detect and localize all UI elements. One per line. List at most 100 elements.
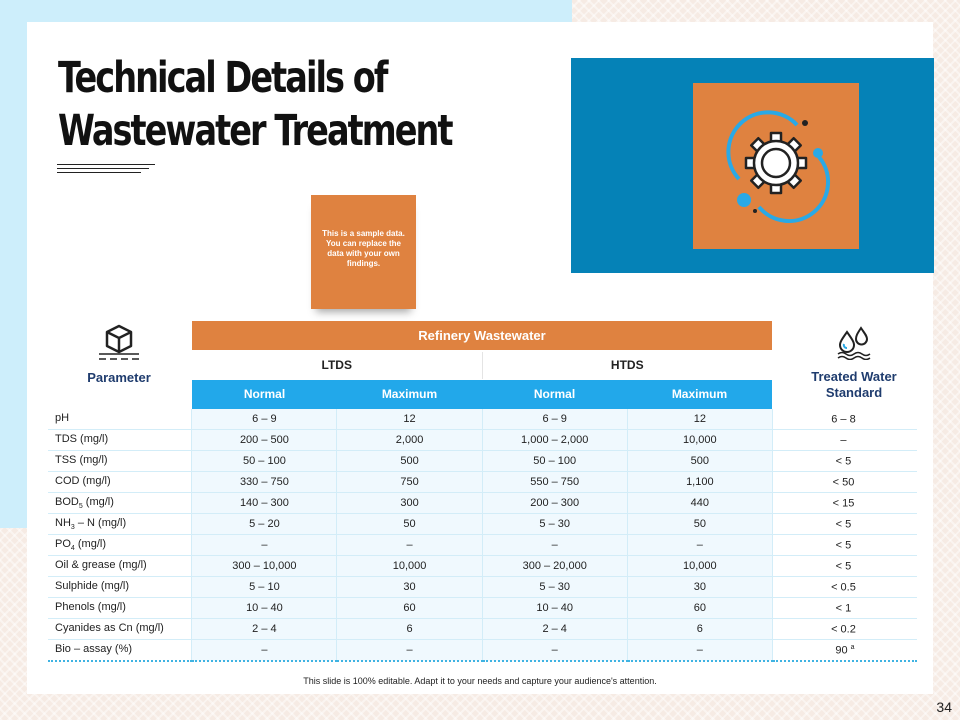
value-cell: 300 <box>336 492 483 514</box>
standard-cell: < 15 <box>771 492 917 514</box>
value-cell: 2,000 <box>336 429 483 451</box>
parameter-name: NH <box>55 516 71 529</box>
table-row: pH 6 – 9 12 6 – 9 12 6 – 8 <box>48 409 917 430</box>
table-row: Oil & grease (mg/l) 300 – 10,000 10,000 300… <box>48 555 917 577</box>
value-cell: – <box>336 639 483 662</box>
parameter-subscript: 4 <box>70 545 75 553</box>
value-cell: 10 – 40 <box>481 597 628 619</box>
parameter-cell: BOD5 (mg/l) <box>48 492 192 514</box>
parameter-cell: TDS (mg/l) <box>48 429 192 451</box>
value-cell: 550 – 750 <box>481 471 628 493</box>
standard-cell: < 5 <box>771 555 917 577</box>
parameter-label: Parameter <box>87 370 151 385</box>
value-cell: 440 <box>626 492 773 514</box>
parameter-cell: PO4 (mg/l) <box>48 534 192 556</box>
standard-label-line-2: Standard <box>825 385 883 400</box>
value-cell: 750 <box>336 471 483 493</box>
value-cell: 5 – 30 <box>481 513 628 535</box>
value-cell: 6 – 9 <box>191 409 337 430</box>
standard-cell: – <box>771 429 917 451</box>
sample-data-note: This is a sample data. You can replace t… <box>311 195 416 309</box>
value-cell: – <box>626 534 773 556</box>
value-cell: 300 – 20,000 <box>481 555 628 577</box>
parameter-cell: COD (mg/l) <box>48 471 192 493</box>
standard-value: < 5 <box>835 560 852 573</box>
table-row: NH3 – N (mg/l) 5 – 20 50 5 – 30 50 < 5 <box>48 513 917 535</box>
table-row: Sulphide (mg/l) 5 – 10 30 5 – 30 30 < 0.5 <box>48 576 917 598</box>
standard-value: – <box>840 434 847 447</box>
column-header: Normal <box>533 387 576 401</box>
standard-header: Treated Water Standard <box>784 326 924 401</box>
parameter-cell: NH3 – N (mg/l) <box>48 513 192 535</box>
value-cell: 10 – 40 <box>191 597 337 619</box>
value-cell: 1,000 – 2,000 <box>481 429 628 451</box>
table-row: BOD5 (mg/l) 140 – 300 300 200 – 300 440 < 15 <box>48 492 917 514</box>
value-cell: – <box>481 534 628 556</box>
value-cell: 5 – 30 <box>481 576 628 598</box>
value-cell: – <box>626 639 773 662</box>
value-cell: 6 – 9 <box>481 409 628 430</box>
parameter-name: TSS (mg/l) <box>55 453 108 466</box>
slide-title: Technical Details of Wastewater Treatmen… <box>58 52 454 158</box>
value-cell: 6 <box>336 618 483 640</box>
table-row: TSS (mg/l) 50 – 100 500 50 – 100 500 < 5 <box>48 450 917 472</box>
page-number: 34 <box>936 699 952 715</box>
value-cell: 12 <box>626 409 773 430</box>
value-cell: 140 – 300 <box>191 492 337 514</box>
value-cell: 60 <box>336 597 483 619</box>
value-cell: 300 – 10,000 <box>191 555 337 577</box>
value-cell: 10,000 <box>626 555 773 577</box>
standard-value: < 0.2 <box>831 623 856 636</box>
refinery-wastewater-header: Refinery Wastewater <box>192 321 772 350</box>
parameter-unit: (mg/l) <box>82 495 114 508</box>
value-cell: 1,100 <box>626 471 773 493</box>
value-cell: 50 <box>626 513 773 535</box>
footer-note: This slide is 100% editable. Adapt it to… <box>303 676 657 686</box>
table-row: PO4 (mg/l) – – – – < 5 <box>48 534 917 556</box>
title-line-1: Technical Details of <box>58 53 388 103</box>
value-cell: 500 <box>626 450 773 472</box>
value-cell: – <box>191 534 337 556</box>
ltds-header: LTDS <box>321 358 352 372</box>
value-cell: 30 <box>336 576 483 598</box>
parameter-name: Bio – assay (%) <box>55 642 133 655</box>
standard-value: < 5 <box>835 455 852 468</box>
standard-cell: < 0.5 <box>771 576 917 598</box>
parameter-name: Sulphide (mg/l) <box>55 579 129 592</box>
column-header-row: Normal Maximum Normal Maximum <box>192 380 772 409</box>
parameter-cell: Cyanides as Cn (mg/l) <box>48 618 192 640</box>
parameter-name: BOD <box>55 495 79 508</box>
value-cell: 50 <box>336 513 483 535</box>
value-cell: – <box>336 534 483 556</box>
table-row: Bio – assay (%) – – – –90 a <box>48 639 917 662</box>
standard-footnote-mark: a <box>850 643 855 651</box>
standard-label-line-1: Treated Water <box>811 369 897 384</box>
hero-tile <box>693 83 859 249</box>
value-cell: 200 – 500 <box>191 429 337 451</box>
value-cell: 50 – 100 <box>191 450 337 472</box>
htds-header: HTDS <box>481 352 773 379</box>
value-cell: – <box>481 639 628 662</box>
standard-value: < 50 <box>832 476 855 489</box>
standard-cell: < 5 <box>771 450 917 472</box>
table-row: COD (mg/l) 330 – 750 750 550 – 750 1,100 < 50 <box>48 471 917 493</box>
parameter-name: COD (mg/l) <box>55 474 111 487</box>
parameter-subscript: 5 <box>78 503 83 511</box>
value-cell: 10,000 <box>336 555 483 577</box>
column-header: Maximum <box>381 387 438 401</box>
parameter-cell: Sulphide (mg/l) <box>48 576 192 598</box>
standard-cell: 6 – 8 <box>771 409 917 430</box>
subgroup-header-row: LTDS HTDS <box>192 352 772 379</box>
standard-cell: < 5 <box>771 534 917 556</box>
parameter-header: Parameter <box>48 323 190 385</box>
water-drops-icon <box>837 326 871 361</box>
table-row: Phenols (mg/l) 10 – 40 60 10 – 40 60 < 1 <box>48 597 917 619</box>
value-cell: 5 – 10 <box>191 576 337 598</box>
parameter-name: Phenols (mg/l) <box>55 600 126 613</box>
standard-cell: < 0.2 <box>771 618 917 640</box>
standard-value: < 5 <box>835 539 852 552</box>
value-cell: 500 <box>336 450 483 472</box>
column-header: Maximum <box>671 387 728 401</box>
standard-cell: < 50 <box>771 471 917 493</box>
